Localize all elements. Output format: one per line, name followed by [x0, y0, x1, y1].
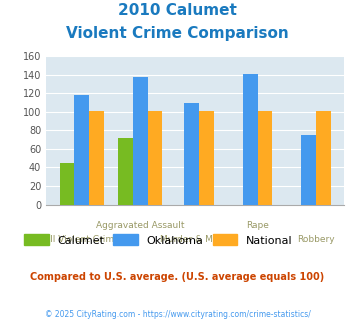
Bar: [74, 95, 89, 205]
Legend: Calumet, Oklahoma, National: Calumet, Oklahoma, National: [20, 230, 297, 250]
Bar: [257, 111, 272, 205]
Bar: [133, 78, 148, 205]
Bar: [60, 163, 74, 205]
Bar: [243, 74, 257, 205]
Bar: [316, 111, 331, 205]
Bar: [148, 111, 162, 205]
Text: Robbery: Robbery: [297, 235, 335, 244]
Text: Violent Crime Comparison: Violent Crime Comparison: [66, 26, 289, 41]
Text: All Violent Crime: All Violent Crime: [44, 235, 120, 244]
Bar: [301, 135, 316, 205]
Text: Murder & Mans...: Murder & Mans...: [160, 235, 237, 244]
Bar: [199, 111, 214, 205]
Text: © 2025 CityRating.com - https://www.cityrating.com/crime-statistics/: © 2025 CityRating.com - https://www.city…: [45, 310, 310, 319]
Bar: [89, 111, 104, 205]
Text: Compared to U.S. average. (U.S. average equals 100): Compared to U.S. average. (U.S. average …: [31, 272, 324, 282]
Text: 2010 Calumet: 2010 Calumet: [118, 3, 237, 18]
Bar: [118, 138, 133, 205]
Bar: [184, 103, 199, 205]
Text: Rape: Rape: [246, 221, 269, 230]
Text: Aggravated Assault: Aggravated Assault: [96, 221, 185, 230]
